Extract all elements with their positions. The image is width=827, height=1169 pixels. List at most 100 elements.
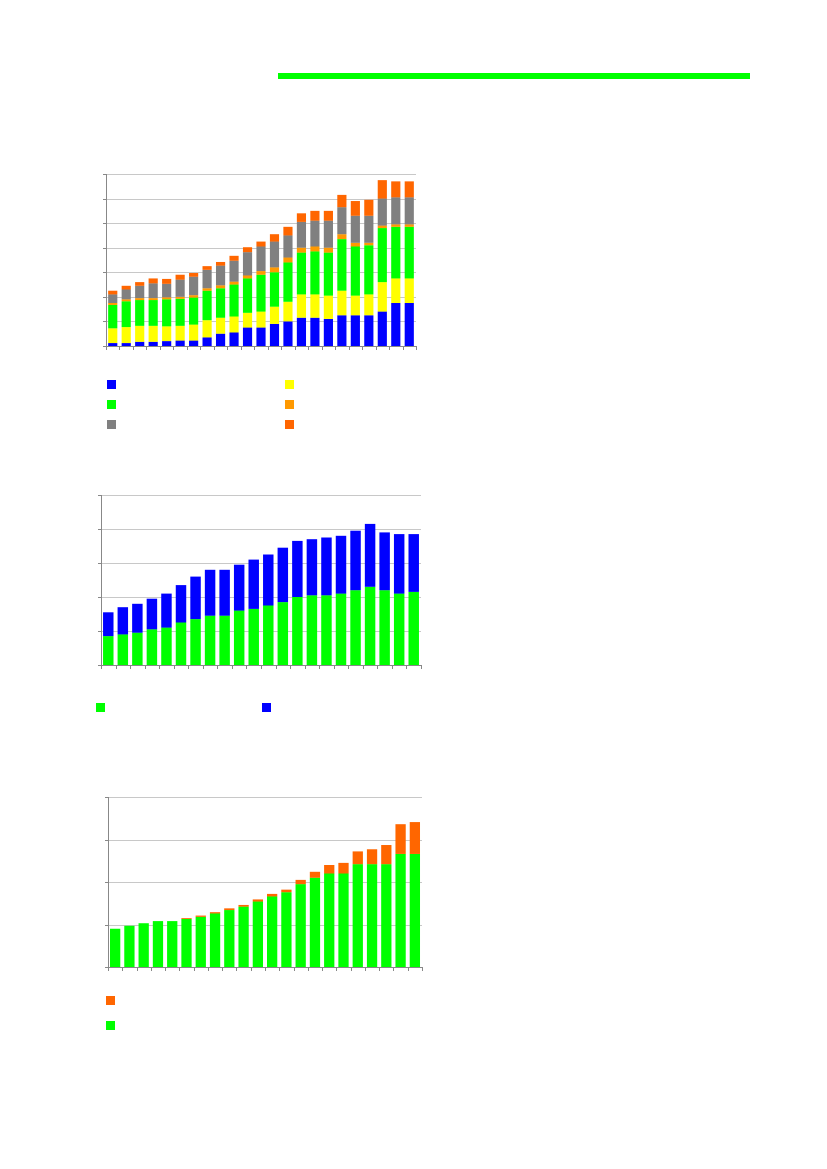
bar-segment [283,262,293,302]
bar-segment [242,252,253,276]
bar-segment [148,278,158,284]
bar-segment [121,299,131,302]
bar-segment [148,341,158,346]
bar-segment [108,343,118,346]
bar-segment [242,275,253,279]
bar-segment [350,201,360,216]
bar-segment [117,634,129,665]
bar-segment [202,288,212,291]
bar-segment [175,325,185,341]
bar-segment [103,612,114,637]
bar-segment [296,252,307,295]
bar-segment [269,272,280,307]
bar-segment [404,197,414,225]
legend-swatch [107,400,116,409]
bar-segment [391,197,401,225]
bar-segment [162,326,172,342]
bar-segment [256,311,266,328]
bar-segment [121,285,131,290]
bar-segment [138,923,149,967]
bar-segment [175,298,185,326]
bar-segment [350,215,360,243]
bar-segment [175,296,185,299]
bar-segment [263,605,274,665]
bar-segment [283,226,293,236]
bar-segment [296,221,307,248]
bar-segment [209,912,221,914]
bar-segment [377,180,387,199]
bar-segment [292,597,303,665]
chart-1 [103,174,417,350]
header-rule [278,73,750,79]
bar-segment [393,593,405,665]
bar-segment [204,569,216,616]
bar-segment [108,328,118,344]
bar-segment [135,285,145,299]
bar-segment [121,301,131,328]
bar-segment [242,247,253,253]
bar-segment [195,916,206,967]
bar-segment [306,595,318,665]
bar-segment [256,327,266,346]
bar-segment [162,283,172,298]
bar-segment [269,267,280,273]
bar-segment [108,303,118,305]
bar-segment [296,213,307,222]
bar-segment [132,632,143,665]
bar-segment [377,282,387,312]
bar-segment [338,873,349,967]
bar-segment [395,853,406,967]
bar-segment [121,289,131,300]
bar-segment [189,295,199,298]
bar-segment [202,290,212,321]
bar-segment [364,199,374,216]
bar-segment [296,317,307,346]
bar-segment [135,282,145,286]
bar-segment [233,610,245,665]
bar-segment [219,615,230,665]
bar-segment [215,285,226,289]
bar-segment [215,288,226,318]
bar-segment [366,864,378,967]
bar-segment [395,824,406,854]
bar-segment [283,235,293,258]
bar-segment [350,246,360,296]
bar-segment [175,585,187,623]
bar-segment [229,255,239,261]
bar-segment [204,615,216,665]
bar-segment [337,290,347,316]
bar-segment [248,559,259,609]
bar-segment [267,893,278,897]
bar-segment [189,340,199,346]
bar-segment [310,210,320,221]
bar-segment [323,210,333,221]
bar-segment [248,608,259,665]
bar-segment [175,279,185,297]
bar-segment [108,304,118,329]
chart-2 [98,495,422,669]
bar-segment [162,278,172,284]
bar-segment [269,234,280,242]
bar-segment [296,294,307,318]
bar-segment [364,245,374,295]
bar-segment [310,220,320,247]
bar-segment [269,241,280,268]
bar-segment [229,332,239,346]
bar-segment [162,297,172,300]
bar-segment [242,278,253,313]
bar-segment [408,534,419,592]
bar-segment [175,340,185,346]
bar-segment [296,247,307,253]
bar-segment [175,622,187,665]
legend-swatch [107,380,116,389]
bar-segment [364,523,376,587]
bar-segment [350,530,361,591]
bar-segment [121,343,131,346]
bar-segment [310,294,320,318]
bar-segment [381,864,392,967]
bar-segment [267,896,278,967]
bar-segment [189,297,199,325]
bar-segment [404,303,414,346]
bar-segment [352,864,363,967]
